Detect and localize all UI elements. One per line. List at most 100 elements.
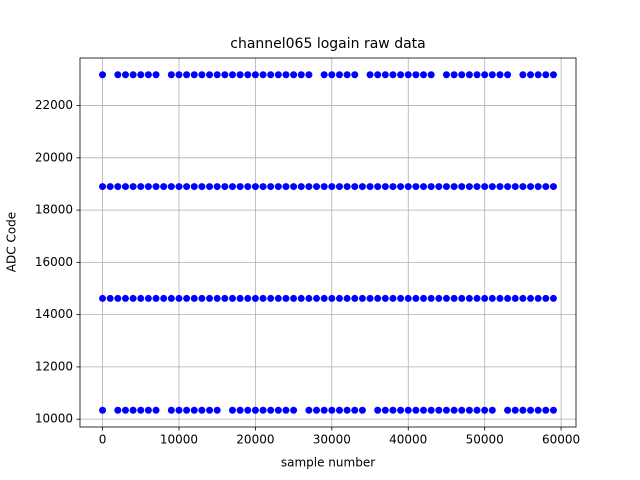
point [435, 406, 443, 414]
point [450, 294, 458, 302]
point [106, 294, 114, 302]
point [527, 183, 535, 191]
point [244, 183, 252, 191]
point [236, 406, 244, 414]
point [351, 406, 359, 414]
point [313, 294, 321, 302]
point [290, 71, 298, 79]
point [167, 406, 175, 414]
point [183, 71, 191, 79]
point [366, 71, 374, 79]
point [389, 71, 397, 79]
point [465, 294, 473, 302]
point [221, 183, 229, 191]
point [305, 294, 313, 302]
point [236, 294, 244, 302]
point [488, 406, 496, 414]
point [160, 183, 168, 191]
point [114, 71, 122, 79]
point [282, 294, 290, 302]
point [374, 406, 382, 414]
x-axis-label: sample number [281, 456, 375, 470]
point [152, 294, 160, 302]
point [442, 183, 450, 191]
point [412, 71, 420, 79]
point [351, 294, 359, 302]
point [99, 183, 107, 191]
point [99, 294, 107, 302]
point [251, 294, 259, 302]
point [206, 406, 214, 414]
point [259, 294, 267, 302]
point [213, 71, 221, 79]
point [412, 183, 420, 191]
point [504, 294, 512, 302]
point [297, 71, 305, 79]
point [175, 71, 183, 79]
point [351, 71, 359, 79]
x-tick-label: 40000 [389, 433, 427, 447]
point [129, 71, 137, 79]
point [374, 183, 382, 191]
point [473, 183, 481, 191]
point [274, 406, 282, 414]
point [213, 406, 221, 414]
point [519, 294, 527, 302]
y-tick-label: 16000 [35, 255, 73, 269]
point [389, 406, 397, 414]
point [450, 406, 458, 414]
point [504, 406, 512, 414]
point [511, 406, 519, 414]
point [450, 183, 458, 191]
point [458, 183, 466, 191]
point [335, 294, 343, 302]
point [504, 71, 512, 79]
point [335, 183, 343, 191]
x-tick-label: 50000 [466, 433, 504, 447]
point [473, 71, 481, 79]
point [251, 183, 259, 191]
point [473, 294, 481, 302]
point [144, 294, 152, 302]
point [175, 294, 183, 302]
point [527, 406, 535, 414]
point [450, 71, 458, 79]
point [167, 294, 175, 302]
point [114, 183, 122, 191]
point [534, 406, 542, 414]
point [335, 71, 343, 79]
point [534, 294, 542, 302]
point [121, 294, 129, 302]
point [496, 71, 504, 79]
point [228, 406, 236, 414]
point [481, 183, 489, 191]
point [488, 294, 496, 302]
point [259, 183, 267, 191]
point [442, 294, 450, 302]
point [251, 71, 259, 79]
point [343, 294, 351, 302]
point [313, 406, 321, 414]
point [435, 183, 443, 191]
point [420, 71, 428, 79]
point [496, 183, 504, 191]
point [190, 183, 198, 191]
point [404, 406, 412, 414]
point [320, 183, 328, 191]
point [213, 183, 221, 191]
point [358, 183, 366, 191]
point [442, 406, 450, 414]
point [404, 183, 412, 191]
point [534, 183, 542, 191]
point [198, 183, 206, 191]
point [137, 406, 145, 414]
point [305, 406, 313, 414]
point [488, 183, 496, 191]
point [144, 183, 152, 191]
point [236, 71, 244, 79]
point [351, 183, 359, 191]
point [404, 294, 412, 302]
point [458, 71, 466, 79]
point [381, 406, 389, 414]
point [374, 294, 382, 302]
